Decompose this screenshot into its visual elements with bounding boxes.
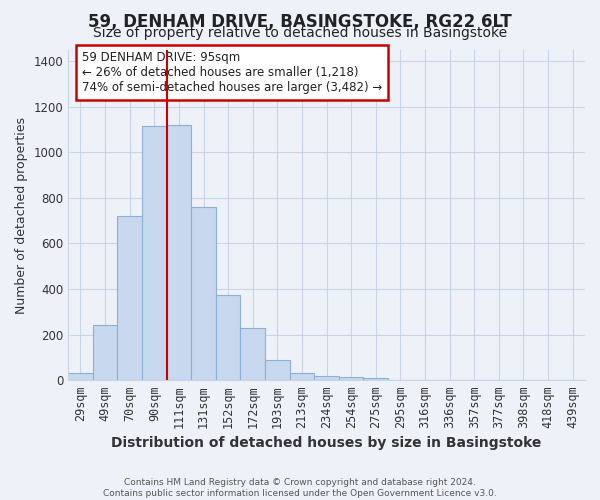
- Text: 59 DENHAM DRIVE: 95sqm
← 26% of detached houses are smaller (1,218)
74% of semi-: 59 DENHAM DRIVE: 95sqm ← 26% of detached…: [82, 52, 382, 94]
- X-axis label: Distribution of detached houses by size in Basingstoke: Distribution of detached houses by size …: [112, 436, 542, 450]
- Text: Contains HM Land Registry data © Crown copyright and database right 2024.
Contai: Contains HM Land Registry data © Crown c…: [103, 478, 497, 498]
- Bar: [191, 207, 216, 380]
- Bar: [118, 216, 142, 380]
- Bar: [290, 373, 314, 380]
- Bar: [314, 376, 339, 380]
- Bar: [68, 373, 93, 380]
- Bar: [167, 125, 191, 380]
- Bar: [241, 328, 265, 380]
- Text: Size of property relative to detached houses in Basingstoke: Size of property relative to detached ho…: [93, 26, 507, 40]
- Bar: [93, 326, 118, 380]
- Bar: [265, 360, 290, 380]
- Text: 59, DENHAM DRIVE, BASINGSTOKE, RG22 6LT: 59, DENHAM DRIVE, BASINGSTOKE, RG22 6LT: [88, 12, 512, 30]
- Bar: [339, 376, 364, 380]
- Bar: [364, 378, 388, 380]
- Y-axis label: Number of detached properties: Number of detached properties: [15, 116, 28, 314]
- Bar: [216, 294, 241, 380]
- Bar: [142, 126, 167, 380]
